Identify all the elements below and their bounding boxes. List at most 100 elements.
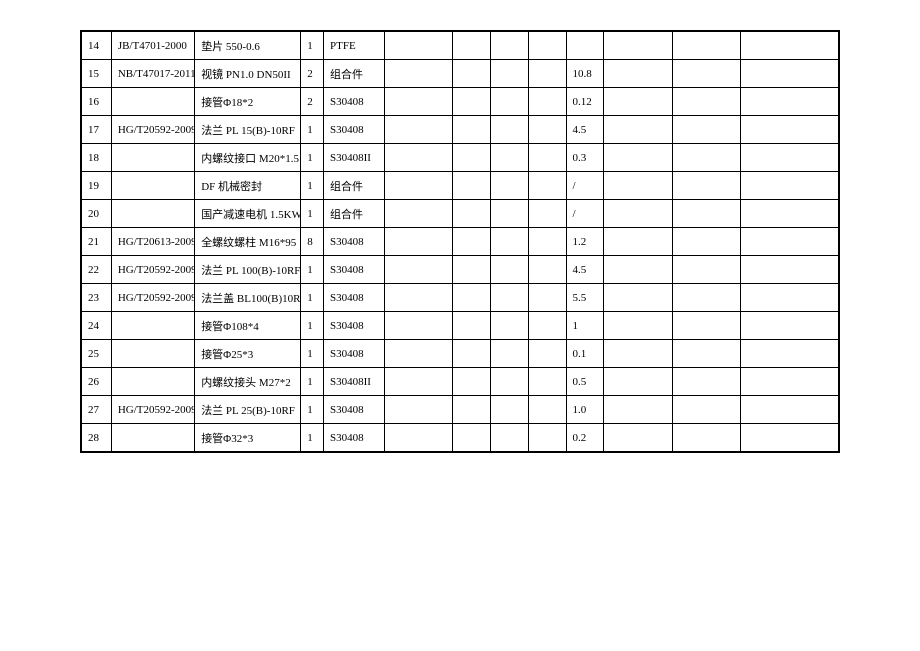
- cell: [111, 312, 194, 340]
- cell: [452, 228, 490, 256]
- cell: [740, 172, 839, 200]
- cell: HG/T20592-2009: [111, 256, 194, 284]
- cell: 1: [301, 368, 324, 396]
- cell: [490, 228, 528, 256]
- cell: 28: [81, 424, 111, 453]
- cell: [452, 284, 490, 312]
- cell: [604, 424, 672, 453]
- cell: [111, 172, 194, 200]
- cell: [528, 256, 566, 284]
- cell: 1: [301, 116, 324, 144]
- cell: [672, 396, 740, 424]
- cell: [672, 172, 740, 200]
- cell: 内螺纹接头 M27*2: [195, 368, 301, 396]
- cell: [490, 312, 528, 340]
- cell: S30408: [324, 256, 385, 284]
- cell: [490, 256, 528, 284]
- cell: [740, 200, 839, 228]
- cell: [528, 116, 566, 144]
- cell: [452, 172, 490, 200]
- cell: [740, 340, 839, 368]
- cell: [452, 368, 490, 396]
- cell: 组合件: [324, 172, 385, 200]
- cell: 全螺纹螺柱 M16*95: [195, 228, 301, 256]
- cell: [452, 256, 490, 284]
- cell: 0.3: [566, 144, 604, 172]
- cell: [452, 144, 490, 172]
- cell: HG/T20592-2009: [111, 284, 194, 312]
- cell: [528, 340, 566, 368]
- table-row: 15NB/T47017-2011视镜 PN1.0 DN50II2组合件10.8: [81, 60, 839, 88]
- cell: [490, 396, 528, 424]
- cell: S30408II: [324, 144, 385, 172]
- cell: [604, 60, 672, 88]
- cell: 19: [81, 172, 111, 200]
- cell: 法兰 PL 100(B)-10RF: [195, 256, 301, 284]
- cell: [384, 256, 452, 284]
- cell: 10.8: [566, 60, 604, 88]
- cell: [740, 368, 839, 396]
- cell: /: [566, 200, 604, 228]
- cell: [490, 144, 528, 172]
- cell: [490, 88, 528, 116]
- cell: 0.12: [566, 88, 604, 116]
- cell: 0.1: [566, 340, 604, 368]
- cell: [604, 116, 672, 144]
- cell: [740, 60, 839, 88]
- cell: [111, 88, 194, 116]
- cell: 0.2: [566, 424, 604, 453]
- cell: [490, 284, 528, 312]
- cell: [528, 200, 566, 228]
- cell: [490, 368, 528, 396]
- cell: [452, 88, 490, 116]
- cell: [384, 424, 452, 453]
- cell: [672, 200, 740, 228]
- cell: 2: [301, 60, 324, 88]
- cell: [740, 144, 839, 172]
- cell: [604, 284, 672, 312]
- cell: [740, 396, 839, 424]
- cell: 接管Φ32*3: [195, 424, 301, 453]
- cell: 1: [301, 424, 324, 453]
- cell: [604, 396, 672, 424]
- cell: 4.5: [566, 256, 604, 284]
- cell: [672, 116, 740, 144]
- cell: [566, 31, 604, 60]
- table-body: 14JB/T4701-2000垫片 550-0.61PTFE15NB/T4701…: [81, 31, 839, 452]
- cell: [490, 116, 528, 144]
- cell: 接管Φ25*3: [195, 340, 301, 368]
- cell: S30408: [324, 284, 385, 312]
- cell: [384, 284, 452, 312]
- cell: [452, 396, 490, 424]
- cell: [384, 60, 452, 88]
- cell: 国产减速电机 1.5KW: [195, 200, 301, 228]
- cell: [490, 424, 528, 453]
- cell: PTFE: [324, 31, 385, 60]
- cell: [384, 228, 452, 256]
- cell: 法兰 PL 15(B)-10RF: [195, 116, 301, 144]
- cell: 垫片 550-0.6: [195, 31, 301, 60]
- cell: HG/T20613-2009: [111, 228, 194, 256]
- cell: 1: [566, 312, 604, 340]
- cell: S30408: [324, 424, 385, 453]
- cell: 27: [81, 396, 111, 424]
- cell: 25: [81, 340, 111, 368]
- cell: [528, 60, 566, 88]
- cell: [604, 228, 672, 256]
- cell: [111, 368, 194, 396]
- cell: S30408: [324, 228, 385, 256]
- cell: [452, 116, 490, 144]
- cell: [604, 200, 672, 228]
- cell: [384, 172, 452, 200]
- cell: [384, 116, 452, 144]
- cell: 法兰 PL 25(B)-10RF: [195, 396, 301, 424]
- cell: [111, 144, 194, 172]
- cell: 21: [81, 228, 111, 256]
- cell: HG/T20592-2009: [111, 116, 194, 144]
- cell: [672, 31, 740, 60]
- cell: [384, 312, 452, 340]
- cell: [528, 396, 566, 424]
- cell: [672, 228, 740, 256]
- cell: 1: [301, 312, 324, 340]
- cell: [528, 88, 566, 116]
